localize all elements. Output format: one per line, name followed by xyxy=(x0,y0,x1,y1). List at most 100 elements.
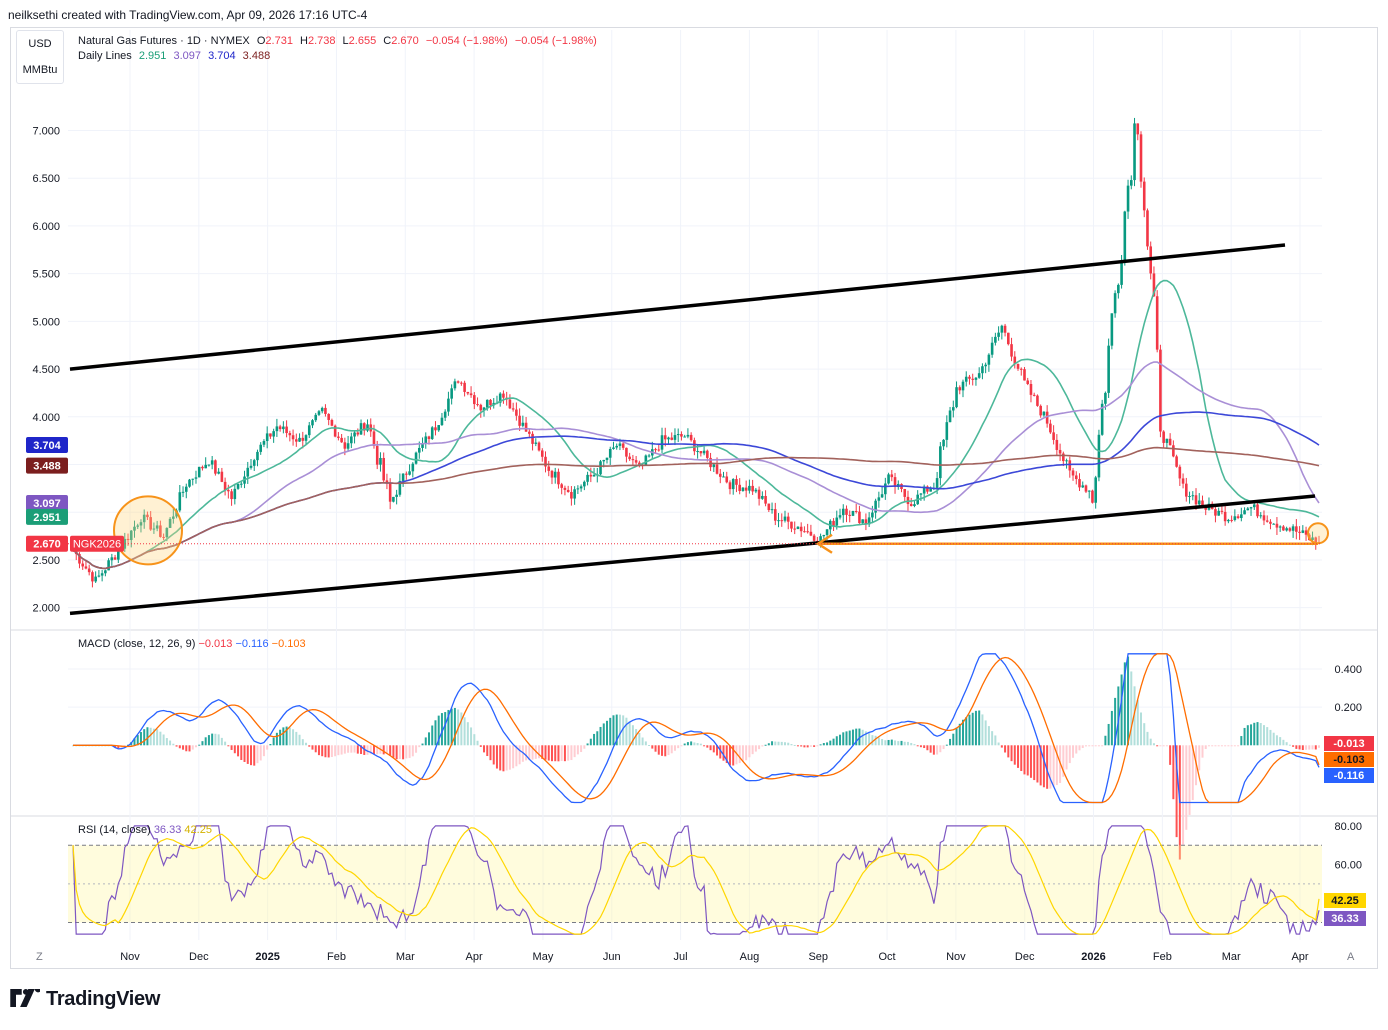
macd-bar xyxy=(735,745,738,765)
macd-bar xyxy=(829,740,832,746)
candle-body xyxy=(233,488,237,500)
candle-body xyxy=(476,404,479,406)
candle-body xyxy=(411,463,415,472)
candle-body xyxy=(201,466,204,469)
macd-bar xyxy=(677,745,680,749)
ticker-badge xyxy=(70,535,124,552)
macd-legend[interactable]: MACD (close, 12, 26, 9) −0.013 −0.116 −0… xyxy=(78,638,306,650)
candle-body xyxy=(298,437,301,442)
x-tick-label: Sep xyxy=(808,951,828,963)
candle-body xyxy=(1078,479,1081,488)
candle-body xyxy=(871,512,874,518)
candle-body xyxy=(1010,344,1013,357)
candle-body xyxy=(1126,185,1130,212)
macd-bar xyxy=(269,744,272,746)
macd-bar xyxy=(1295,745,1298,749)
macd-bar xyxy=(754,745,757,752)
candle-body xyxy=(100,573,104,576)
macd-bar xyxy=(991,731,994,746)
candle-body xyxy=(757,489,761,499)
macd-bar xyxy=(470,727,473,746)
currency-unit-selector[interactable]: USD MMBtu xyxy=(16,30,64,84)
macd-bar xyxy=(1282,739,1285,746)
macd-bar xyxy=(1152,743,1155,746)
candle-body xyxy=(1291,526,1295,531)
candle-body xyxy=(207,464,211,466)
macd-bar xyxy=(1217,745,1220,747)
rsi-legend[interactable]: RSI (14, close) 36.33 42.25 xyxy=(78,824,212,836)
macd-bar xyxy=(1285,742,1288,746)
daily-lines-label[interactable]: Daily Lines xyxy=(78,50,132,62)
chart-frame xyxy=(10,27,1378,969)
macd-bar xyxy=(1159,745,1162,747)
macd-bar xyxy=(330,745,333,758)
candle-body xyxy=(670,437,674,440)
candle-body xyxy=(113,557,117,560)
symbol-title[interactable]: Natural Gas Futures · 1D · NYMEX xyxy=(78,35,250,47)
macd-bar xyxy=(117,745,120,749)
price-legend[interactable]: Natural Gas Futures · 1D · NYMEX O2.731 … xyxy=(78,35,597,62)
macd-bar xyxy=(609,717,612,746)
macd-bar xyxy=(809,745,812,747)
candle-body xyxy=(767,503,771,511)
macd-bar xyxy=(220,737,223,746)
candle-body xyxy=(1023,369,1026,381)
macd-bar xyxy=(495,745,498,769)
macd-bar xyxy=(955,727,958,746)
zoom-reset-button[interactable]: Z xyxy=(36,951,43,963)
candle-body xyxy=(246,467,250,477)
macd-bar xyxy=(1029,745,1032,778)
macd-bar xyxy=(767,743,770,746)
candle-body xyxy=(1191,495,1195,497)
macd-bar xyxy=(845,731,848,746)
candle-body xyxy=(796,526,800,530)
candle-body xyxy=(282,426,285,430)
macd-bar xyxy=(586,743,589,746)
candle-body xyxy=(1087,490,1091,492)
macd-bar xyxy=(978,710,981,746)
candle-body xyxy=(1249,507,1253,509)
macd-bar xyxy=(327,745,330,758)
candle-body xyxy=(440,417,444,426)
macd-bar xyxy=(994,735,997,746)
candle-body xyxy=(754,489,758,492)
macd-bar xyxy=(764,744,767,746)
macd-bar xyxy=(159,731,162,746)
macd-bar xyxy=(398,745,401,760)
currency-label[interactable]: USD xyxy=(28,38,52,50)
macd-bar xyxy=(1169,745,1172,765)
auto-scale-button[interactable]: A xyxy=(1347,951,1355,963)
candle-body xyxy=(330,419,334,426)
macd-line-value: −0.116 xyxy=(235,638,269,650)
macd-bar xyxy=(1227,745,1230,747)
candle-body xyxy=(78,554,81,564)
macd-bar xyxy=(1097,745,1100,747)
macd-bar xyxy=(1305,745,1308,750)
candle-body xyxy=(191,478,195,480)
macd-bar xyxy=(321,745,324,757)
chart-credit: neilksethi created with TradingView.com,… xyxy=(8,8,368,22)
macd-bar xyxy=(900,740,903,746)
macd-bar xyxy=(903,741,906,746)
daily-line-2-value: 3.097 xyxy=(173,50,201,62)
price-tick-label: 4.500 xyxy=(32,364,60,376)
macd-bar xyxy=(152,728,155,746)
rsi-title[interactable]: RSI (14, close) xyxy=(78,824,151,836)
macd-bar xyxy=(751,745,754,755)
candle-body xyxy=(699,451,703,454)
macd-bar xyxy=(508,745,511,770)
macd-title[interactable]: MACD (close, 12, 26, 9) xyxy=(78,638,196,650)
macd-bar xyxy=(741,745,744,762)
candle-body xyxy=(1259,515,1263,517)
price-tick-label: 2.000 xyxy=(32,603,60,615)
highlight-circle xyxy=(1307,522,1329,545)
candle-body xyxy=(955,387,958,408)
macd-bar xyxy=(1266,727,1269,746)
price-tick-label: 5.000 xyxy=(32,316,60,328)
macd-bar xyxy=(987,726,990,746)
candle-body xyxy=(725,476,729,483)
unit-label[interactable]: MMBtu xyxy=(22,64,58,76)
macd-bar xyxy=(842,732,845,746)
candle-body xyxy=(317,411,321,415)
